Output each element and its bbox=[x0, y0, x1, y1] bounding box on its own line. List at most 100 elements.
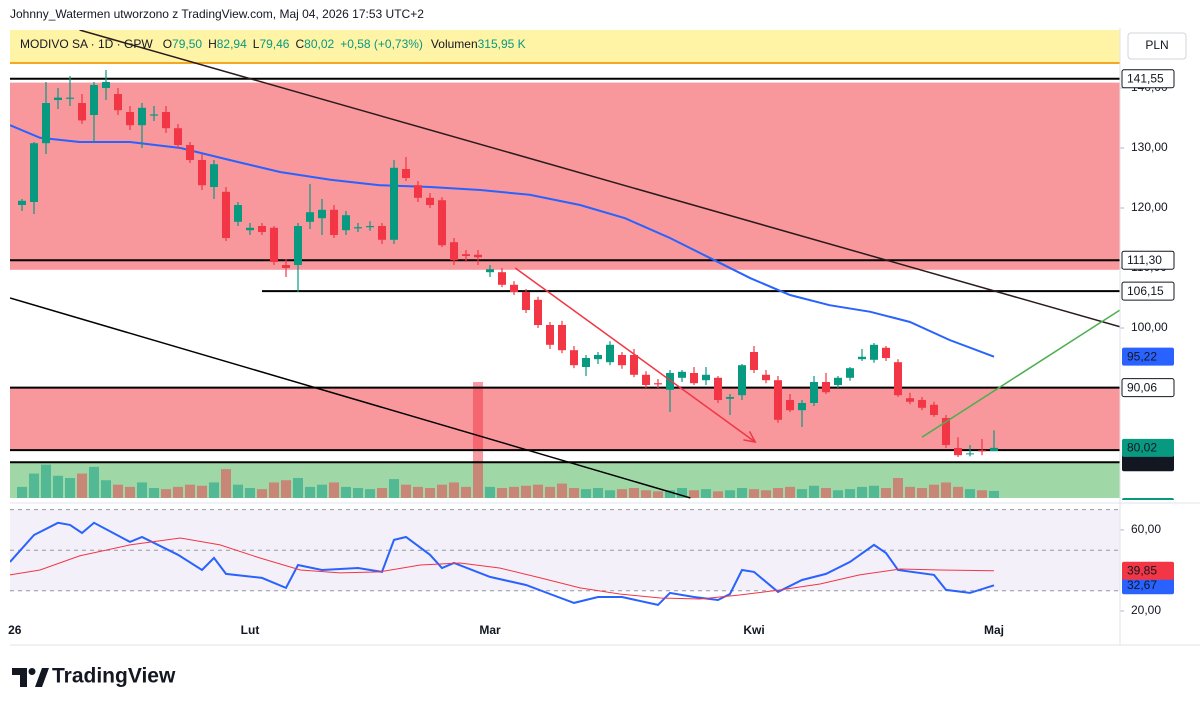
candle-body bbox=[270, 227, 278, 263]
trend-line bbox=[921, 309, 1120, 438]
candle-body bbox=[822, 381, 830, 393]
volume-bar bbox=[377, 488, 387, 498]
candle-body bbox=[846, 368, 854, 378]
volume-bar bbox=[365, 489, 375, 498]
candle-body bbox=[522, 291, 530, 310]
candle-body bbox=[402, 169, 410, 179]
volume-bar bbox=[749, 489, 759, 498]
volume-bar bbox=[197, 485, 207, 498]
volume-bar bbox=[389, 479, 399, 498]
attribution: Johnny_Watermen utworzono z TradingView.… bbox=[10, 7, 424, 21]
volume-bar bbox=[65, 478, 75, 498]
candle-body bbox=[534, 299, 542, 325]
volume-bar bbox=[905, 486, 915, 498]
candle-body bbox=[426, 197, 434, 206]
candle-body bbox=[978, 450, 986, 452]
x-tick-label: Lut bbox=[241, 623, 260, 637]
level-label-bg bbox=[1121, 250, 1175, 270]
candle-body bbox=[282, 265, 290, 268]
legend-key: C bbox=[295, 37, 304, 51]
rsi-line bbox=[10, 537, 995, 600]
volume-bar bbox=[653, 491, 663, 498]
rsi-label: 32,67 bbox=[1127, 578, 1157, 592]
volume-bar bbox=[797, 489, 807, 498]
candle-body bbox=[78, 103, 86, 121]
candle-body bbox=[954, 447, 962, 456]
volume-bar bbox=[497, 488, 507, 498]
ma-label-bg bbox=[1122, 347, 1174, 366]
x-tick-label: 26 bbox=[8, 623, 22, 637]
volume-bar bbox=[821, 488, 831, 498]
candle-body bbox=[462, 254, 470, 257]
candle-body bbox=[582, 357, 590, 367]
legend-key: O bbox=[163, 37, 172, 51]
volume-label-bg bbox=[1122, 498, 1174, 500]
legend-value: 82,94 bbox=[217, 37, 247, 51]
candle-body bbox=[918, 399, 926, 408]
volume-bar bbox=[401, 484, 411, 498]
logo-bar bbox=[12, 668, 27, 687]
rsi-label-bg bbox=[1122, 576, 1174, 595]
volume-bar bbox=[29, 473, 39, 498]
candle-body bbox=[930, 404, 938, 415]
volume-bar bbox=[737, 488, 747, 498]
volume-bar bbox=[221, 469, 231, 498]
volume-bar bbox=[953, 486, 963, 498]
volume-bar bbox=[329, 482, 339, 498]
legend-value: 79,46 bbox=[259, 37, 289, 51]
candle-body bbox=[66, 97, 74, 99]
volume-label: 315,95 K bbox=[1127, 500, 1175, 514]
candle-body bbox=[618, 354, 626, 366]
volume-bar bbox=[761, 490, 771, 498]
volume-bar bbox=[941, 482, 951, 498]
currency-button[interactable] bbox=[1127, 32, 1187, 60]
volume-bar bbox=[209, 482, 219, 498]
trend-line bbox=[79, 30, 1120, 328]
volume-bar bbox=[461, 486, 471, 498]
level-label: 141,55 bbox=[1127, 71, 1164, 85]
candle-body bbox=[390, 167, 398, 240]
candle-body bbox=[738, 365, 746, 396]
volume-bar bbox=[485, 486, 495, 498]
legend-volume-value: 315,95 K bbox=[478, 37, 526, 51]
level-label-bg bbox=[1122, 453, 1174, 472]
indicator-pane bbox=[10, 509, 1120, 606]
candle-body bbox=[54, 97, 62, 101]
trend-line bbox=[514, 267, 756, 443]
legend-key: H bbox=[208, 37, 217, 51]
candle-body bbox=[294, 226, 302, 265]
volume-bar bbox=[725, 490, 735, 498]
volume-bar bbox=[881, 488, 891, 498]
volume-bar bbox=[533, 484, 543, 498]
candle-body bbox=[750, 351, 758, 370]
currency[interactable]: PLN bbox=[1145, 38, 1168, 52]
level-label-bg bbox=[1121, 281, 1175, 301]
volume-bar bbox=[473, 382, 483, 498]
candle-body bbox=[726, 396, 734, 399]
volume-bar bbox=[89, 466, 99, 498]
legend-value: 80,02 bbox=[304, 37, 334, 51]
candle-body bbox=[762, 374, 770, 381]
volume-bar bbox=[293, 478, 303, 498]
volume-bar bbox=[857, 486, 867, 498]
zone bbox=[10, 387, 1120, 451]
candle-body bbox=[942, 417, 950, 445]
candle-body bbox=[414, 185, 422, 198]
time-axis: 26 Lut Mar Kwi Maj bbox=[8, 623, 1004, 637]
volume-bar bbox=[833, 490, 843, 498]
candle-body bbox=[318, 209, 326, 219]
candle-body bbox=[966, 453, 974, 455]
candle-body bbox=[558, 324, 566, 351]
x-tick-label: Kwi bbox=[743, 623, 764, 637]
price-pane bbox=[10, 30, 1120, 499]
candle-body bbox=[90, 85, 98, 116]
candle-body bbox=[174, 128, 182, 146]
candle-body bbox=[594, 354, 602, 360]
volume-bar bbox=[965, 489, 975, 498]
volume-bar bbox=[125, 486, 135, 498]
candle-body bbox=[198, 160, 206, 186]
volume-bar bbox=[893, 478, 903, 498]
volume-bar bbox=[989, 490, 999, 498]
candle-body bbox=[138, 107, 146, 126]
volume-bar bbox=[929, 484, 939, 498]
